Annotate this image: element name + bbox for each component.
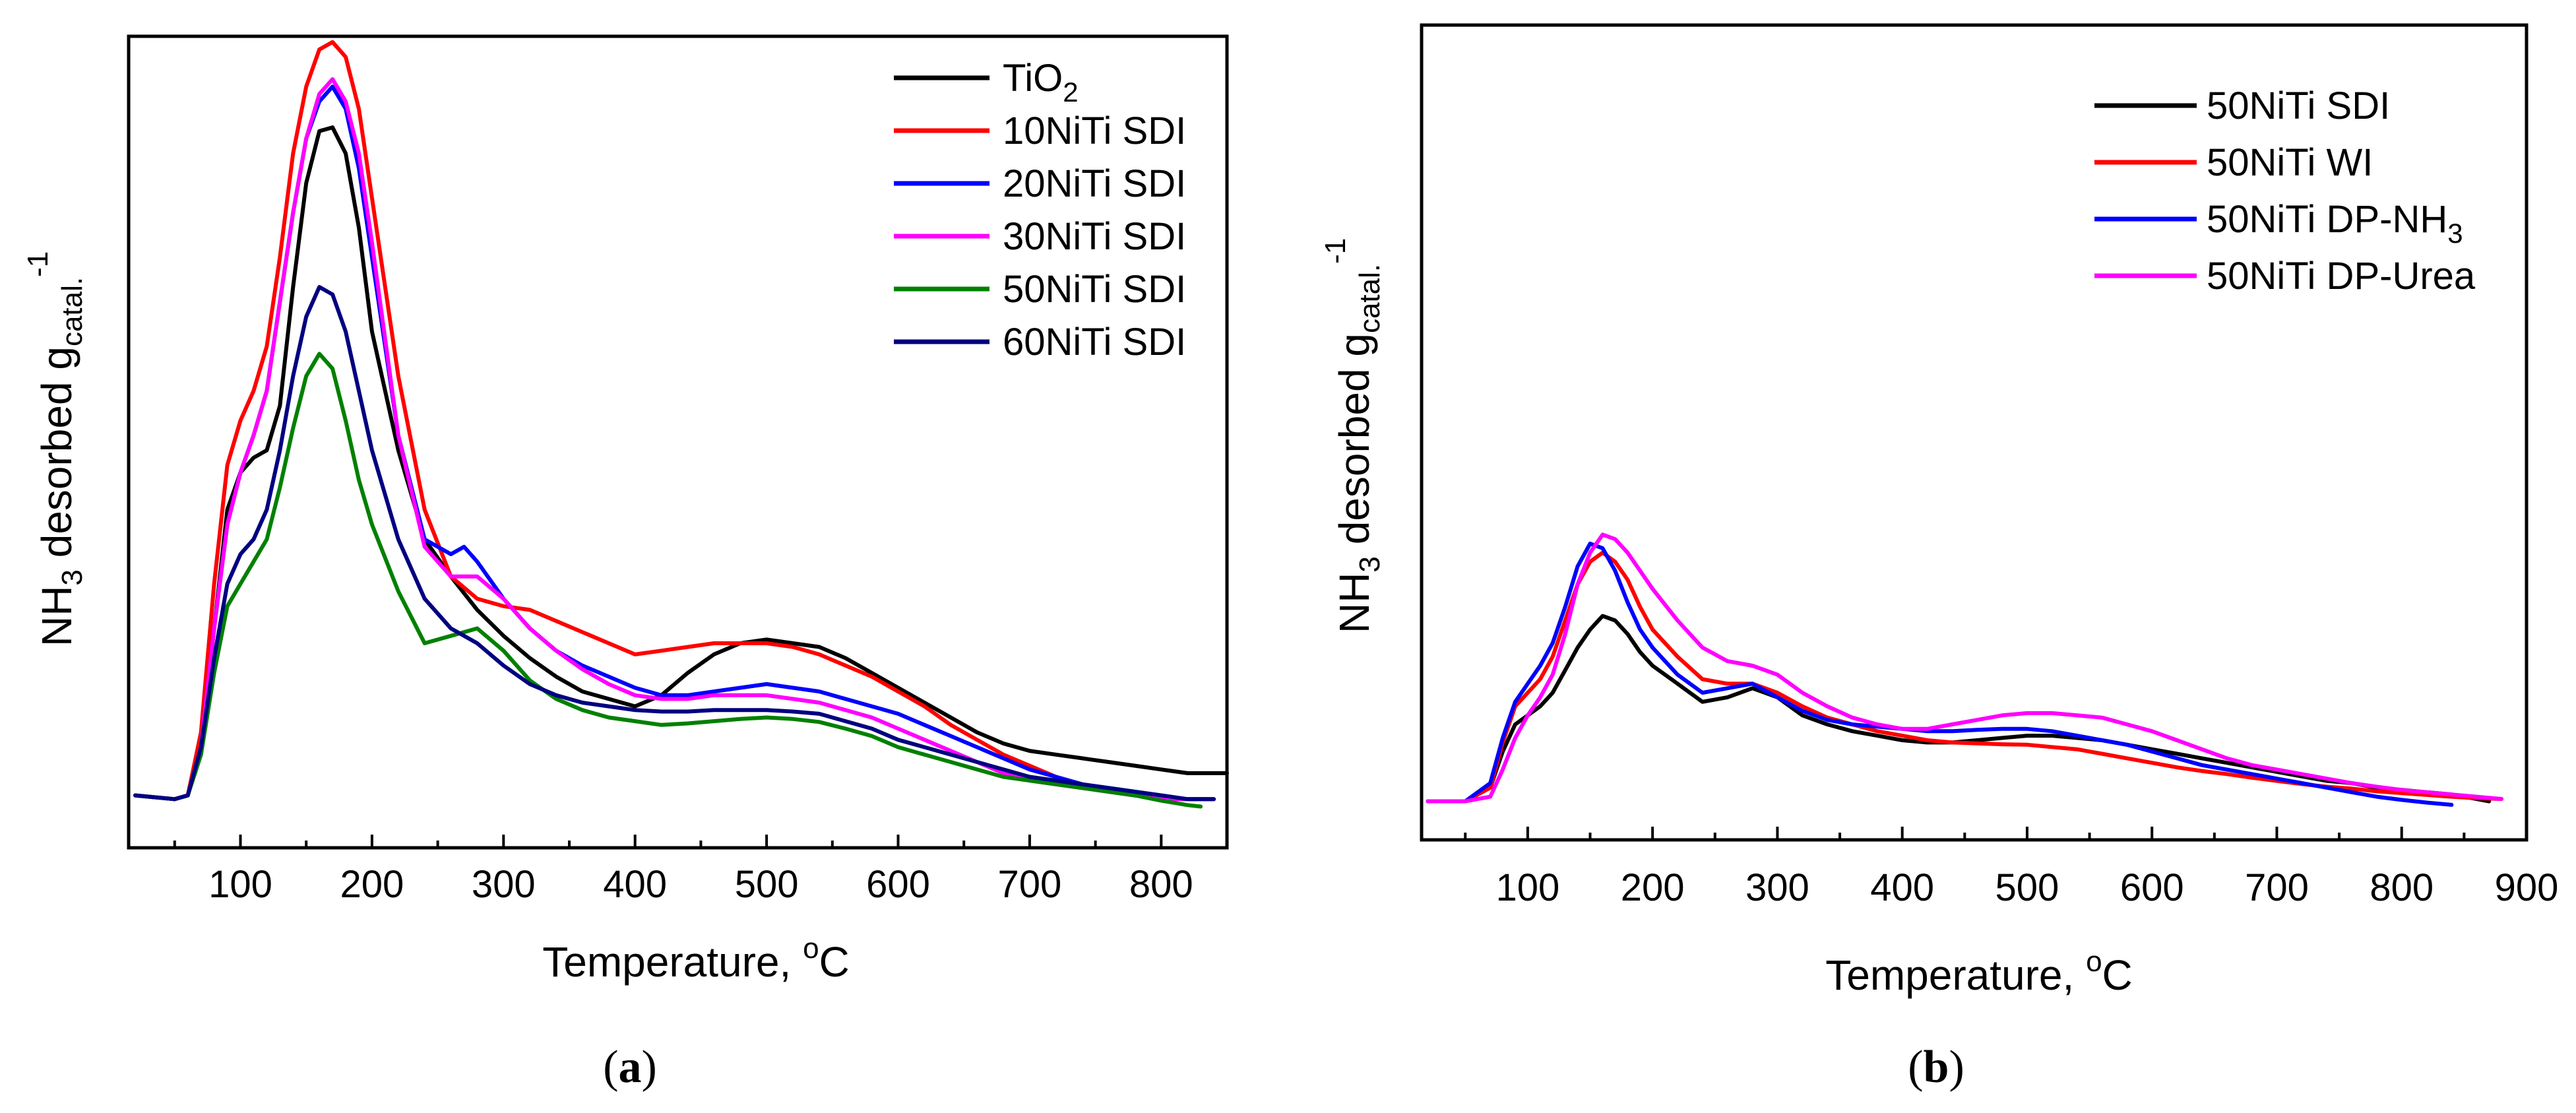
series-line-50niti-sdi-a [133, 352, 1203, 809]
x-tick-label-800-a: 800 [1129, 863, 1193, 906]
legend-b: 50NiTi SDI 50NiTi WI 50NiTi DP-NH3 50NiTi D… [2094, 84, 2476, 298]
x-tick-label-500-a: 500 [735, 863, 799, 906]
plot-frame-b [1420, 23, 2529, 842]
x-tick-label-300-b: 300 [1745, 866, 1809, 909]
x-tick-label-600-a: 600 [866, 863, 930, 906]
legend-label-60niti-sdi-a: 60NiTi SDI [1003, 321, 1186, 364]
x-axis-label-b: Temperature, oC [1825, 945, 2133, 999]
x-tick-label-200-a: 200 [340, 863, 404, 906]
series-line-60niti-sdi-a [133, 285, 1216, 802]
x-ticks-a: 100 200 300 400 500 600 700 800 [173, 835, 1228, 906]
x-tick-label-100-a: 100 [208, 863, 272, 906]
x-tick-label-300-a: 300 [472, 863, 536, 906]
panel-b: 100 200 300 400 500 600 700 800 900 50NiTi SDI50… [1319, 23, 2559, 1093]
svg-text:NH3 desorbed gcatal.-1: NH3 desorbed gcatal.-1 [1319, 238, 1386, 633]
plot-frame-a [127, 34, 1229, 850]
series-line-50niti-wi-b [1426, 550, 2504, 804]
series-line-50niti-dp-urea-b [1426, 532, 2504, 804]
panel-label-a: (a) [603, 1042, 657, 1093]
x-axis-label-degree-b: o [2086, 945, 2102, 978]
legend-label-50niti-dp-nh3-b: 50NiTi DP-NH3 [2207, 198, 2463, 249]
x-tick-label-700-a: 700 [998, 863, 1062, 906]
x-tick-label-400-b: 400 [1870, 866, 1934, 909]
x-tick-label-800-b: 800 [2370, 866, 2434, 909]
x-axis-label-unit-b: C [2102, 951, 2133, 999]
legend-label-tio2-a: TiO2 [1003, 57, 1079, 108]
series-line-50niti-dp-nh3-b [1426, 542, 2454, 807]
series-line-tio2-a [133, 125, 1229, 802]
series-line-10niti-sdi-a [133, 40, 1216, 802]
x-tick-label-200-b: 200 [1621, 866, 1685, 909]
legend-label-30niti-sdi-a: 30NiTi SDI [1003, 215, 1186, 258]
series-group-b [1426, 532, 2504, 807]
x-ticks-b: 100 200 300 400 500 600 700 800 900 [1464, 827, 2559, 909]
x-axis-label-degree-a: o [803, 932, 819, 965]
series-group-a [133, 40, 1229, 809]
legend-label-10niti-sdi-a: 10NiTi SDI [1003, 110, 1186, 152]
x-tick-label-100-b: 100 [1495, 866, 1559, 909]
y-axis-label-a: NH3 desorbed gcatal.-1 [22, 251, 88, 647]
x-tick-label-600-b: 600 [2120, 866, 2184, 909]
svg-text:NH3 desorbed gcatal.-1: NH3 desorbed gcatal.-1 [22, 251, 88, 647]
legend-label-50niti-sdi-a: 50NiTi SDI [1003, 268, 1186, 311]
x-axis-label-a: Temperature, oC [542, 932, 850, 986]
x-tick-label-400-a: 400 [603, 863, 667, 906]
legend-label-50niti-wi-b: 50NiTi WI [2207, 141, 2373, 184]
series-line-50niti-sdi-b [1426, 614, 2492, 804]
x-tick-label-900-b: 900 [2495, 866, 2559, 909]
y-axis-label-b: NH3 desorbed gcatal.-1 [1319, 238, 1386, 633]
series-line-30niti-sdi-a [133, 77, 1216, 802]
x-axis-label-unit-a: C [819, 938, 850, 986]
legend-label-20niti-sdi-a: 20NiTi SDI [1003, 162, 1186, 205]
x-tick-label-700-b: 700 [2245, 866, 2309, 909]
legend-label-50niti-dp-urea-b: 50NiTi DP-Urea [2207, 255, 2476, 298]
panel-label-b: (b) [1908, 1042, 1964, 1093]
legend-label-50niti-sdi-b: 50NiTi SDI [2207, 84, 2390, 127]
x-tick-label-500-b: 500 [1995, 866, 2059, 909]
